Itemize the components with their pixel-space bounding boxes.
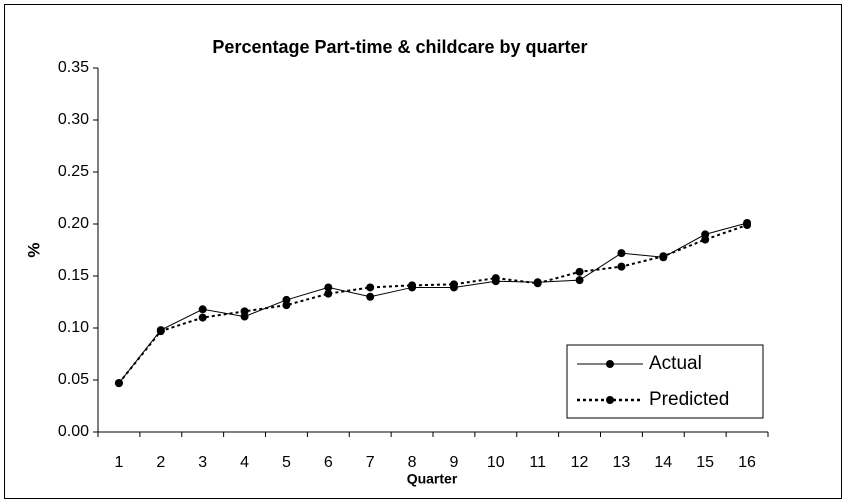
y-tick-label: 0.35 [58,59,89,76]
data-point [198,313,207,322]
x-tick-label: 7 [366,454,375,471]
series-line [118,222,748,384]
x-tick-label: 5 [282,454,291,471]
x-tick-label: 2 [156,454,165,471]
data-point [659,252,668,261]
x-tick-label: 4 [240,454,249,471]
data-point [366,292,375,301]
x-tick-label: 16 [738,454,756,471]
x-axis-label: Quarter [407,471,458,487]
data-point [366,283,375,292]
x-tick-label: 1 [114,454,123,471]
legend-marker [606,360,614,368]
x-tick-label: 13 [613,454,631,471]
data-point [575,267,584,276]
y-axis-label: % [24,242,43,257]
data-point [198,305,207,314]
y-tick-label: 0.20 [58,215,89,232]
legend-label: Actual [649,353,702,374]
x-tick-label: 14 [654,454,672,471]
data-point [743,221,752,230]
data-point [324,289,333,298]
x-tick-label: 3 [198,454,207,471]
data-point [156,327,165,336]
data-point [282,301,291,310]
data-point [533,279,542,288]
y-tick-label: 0.15 [58,267,89,284]
data-point [491,274,500,283]
data-point [449,280,458,289]
legend-box [566,344,764,419]
y-tick-label: 0.30 [58,111,89,128]
legend-label: Predicted [649,389,729,410]
data-point [324,283,333,292]
x-tick-label: 15 [696,454,714,471]
data-point [617,262,626,271]
legend-marker [606,396,614,404]
x-tick-label: 12 [571,454,589,471]
x-tick-label: 8 [408,454,417,471]
x-tick-label: 6 [324,454,333,471]
series-line [118,224,748,384]
chart-border [4,4,842,499]
data-point [575,276,584,285]
y-tick-label: 0.05 [58,371,89,388]
x-tick-label: 10 [487,454,505,471]
data-point [240,307,249,316]
data-point [701,235,710,244]
data-point [617,249,626,258]
data-point [114,379,123,388]
y-tick-label: 0.25 [58,163,89,180]
y-tick-label: 0.10 [58,319,89,336]
x-tick-label: 11 [529,454,546,471]
y-tick-label: 0.00 [58,423,89,440]
chart-title: Percentage Part-time & childcare by quar… [212,37,587,57]
data-point [408,281,417,290]
x-tick-label: 9 [449,454,458,471]
